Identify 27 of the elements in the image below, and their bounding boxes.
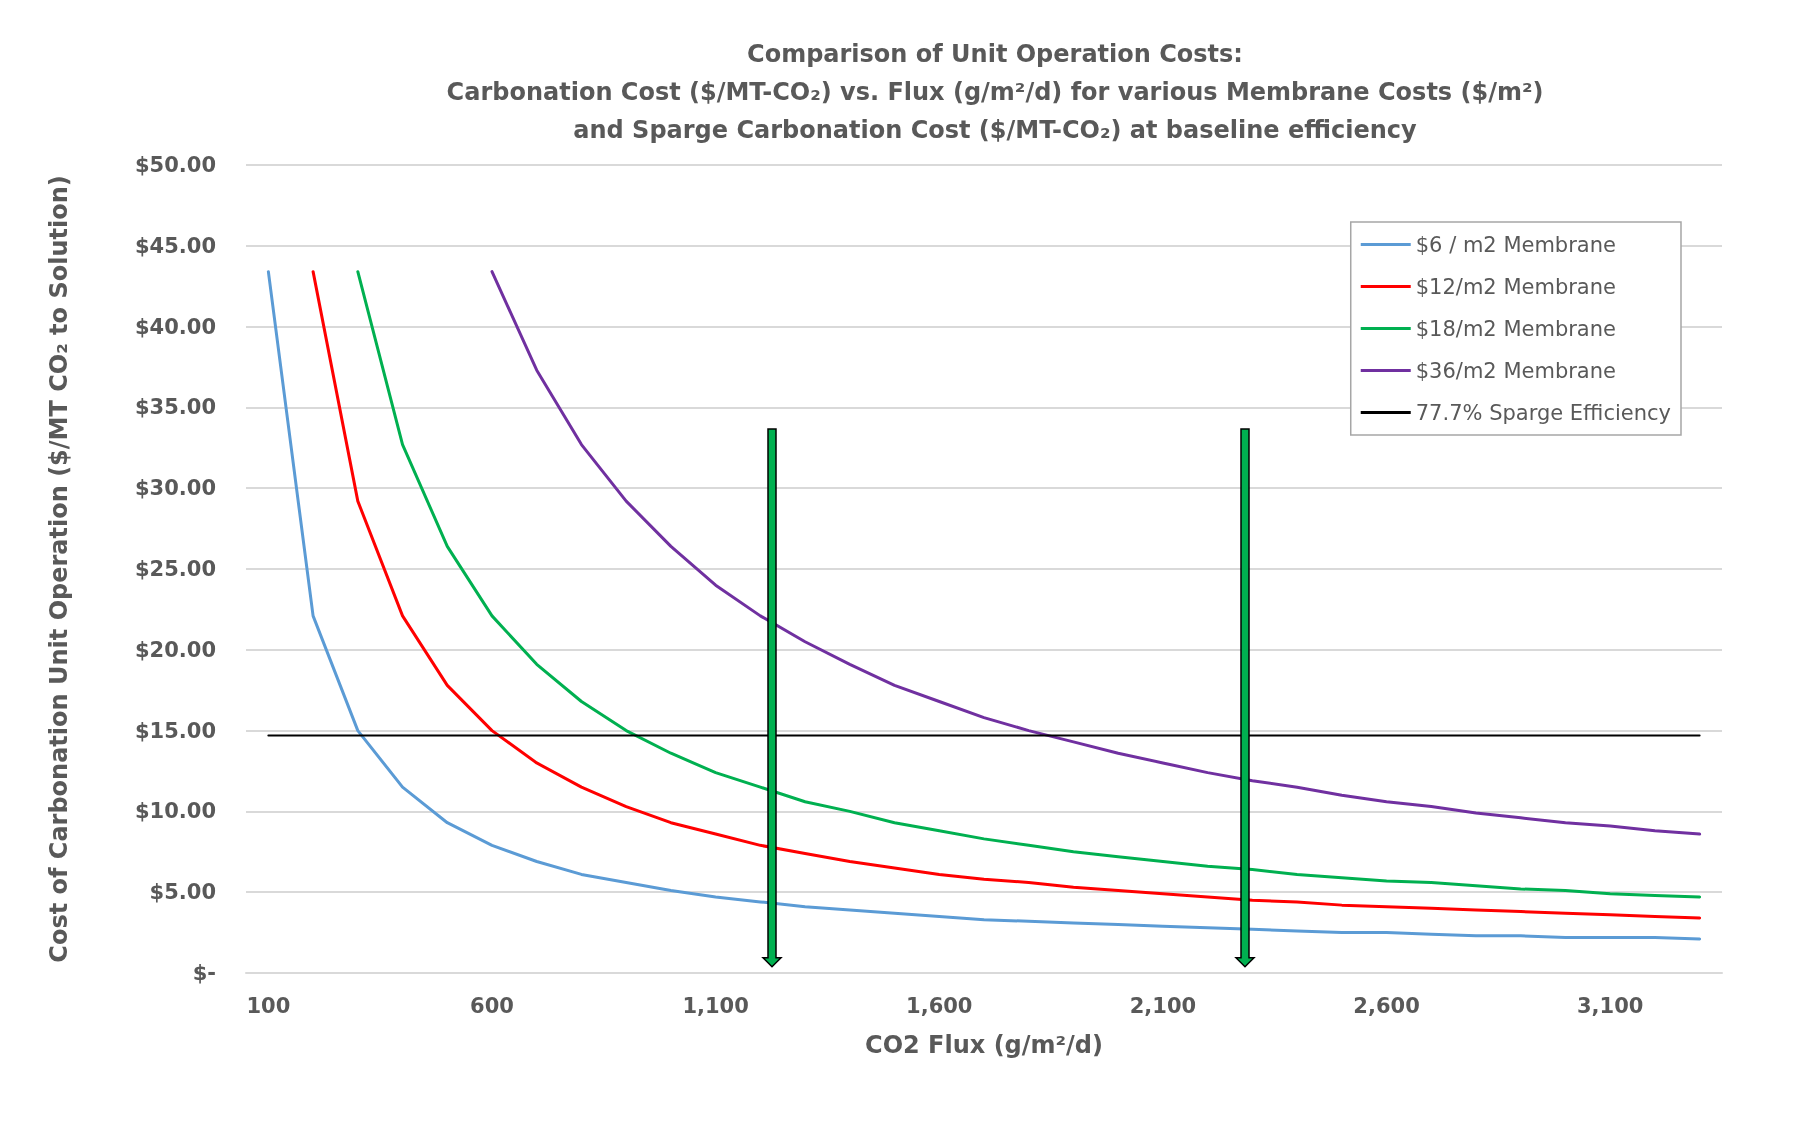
x-axis-title: CO2 Flux (g/m²/d): [865, 1031, 1103, 1059]
legend-label: $36/m2 Membrane: [1415, 358, 1616, 383]
y-tick-label: $10.00: [134, 799, 216, 824]
y-tick-label: $15.00: [134, 718, 216, 743]
legend-label: 77.7% Sparge Efficiency: [1415, 400, 1671, 425]
x-tick-label: 2,600: [1353, 993, 1420, 1018]
x-tick-label: 3,100: [1576, 993, 1644, 1018]
y-tick-label: $20.00: [134, 637, 216, 662]
y-tick-label: $35.00: [134, 395, 216, 420]
x-tick-label: 1,100: [682, 993, 749, 1018]
x-tick-label: 1,600: [906, 993, 973, 1018]
y-tick-label: $5.00: [149, 880, 216, 905]
y-tick-label: $40.00: [134, 314, 216, 339]
legend-label: $6 / m2 Membrane: [1415, 232, 1616, 257]
legend-label: $18/m2 Membrane: [1415, 316, 1616, 341]
y-axis-title: Cost of Carbonation Unit Operation ($/MT CO₂ to Solution): [45, 175, 73, 963]
legend-label: $12/m2 Membrane: [1415, 274, 1616, 299]
y-tick-label: $-: [192, 961, 216, 985]
y-tick-label: $30.00: [134, 476, 216, 501]
x-tick-label: 100: [246, 993, 291, 1018]
x-tick-label: 2,100: [1129, 993, 1197, 1018]
y-tick-label: $25.00: [134, 557, 216, 581]
y-tick-label: $50.00: [134, 153, 216, 177]
chart-title: Comparison of Unit Operation Costs: Carbonation Cost ($/MT-CO₂) vs. Flux (g/m²/d) for various Membrane Costs ($/m²) and Sparge Carbonation Cost ($/MT-CO₂) at baseline efficiency: [446, 40, 1544, 144]
y-tick-label: $45.00: [134, 233, 216, 258]
line-series: [490, 270, 1702, 836]
x-tick-label: 600: [470, 993, 514, 1018]
